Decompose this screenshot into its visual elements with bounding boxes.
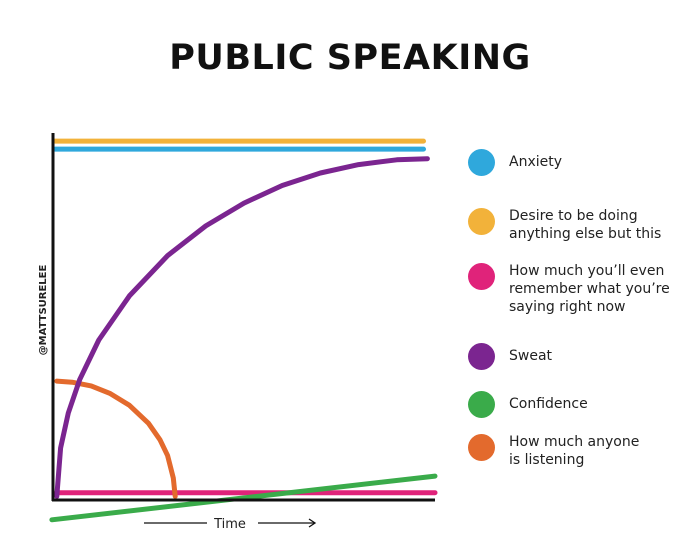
legend-item: How much you’ll even remember what you’r… [468, 263, 679, 316]
legend-label: Desire to be doing anything else but thi… [509, 208, 662, 242]
legend-swatch-icon [468, 434, 495, 461]
series-layer [49, 138, 438, 523]
legend-item: Confidence [468, 391, 679, 418]
legend-swatch-icon [468, 149, 495, 176]
x-axis-label: Time [213, 517, 246, 532]
legend-swatch-icon [468, 391, 495, 418]
watermark: @MATTSURELEE [38, 265, 49, 356]
legend-item: Anxiety [468, 149, 679, 176]
arrow-head-icon [308, 518, 317, 528]
legend-item: Sweat [468, 343, 679, 370]
legend-label: How much anyone is listening [509, 434, 640, 468]
series-line-5 [54, 378, 178, 499]
series-line-3 [54, 156, 430, 499]
legend-swatch-icon [468, 263, 495, 290]
chart-title: PUBLIC SPEAKING [169, 38, 531, 78]
legend-swatch-icon [468, 343, 495, 370]
legend-label: How much you’ll even remember what you’r… [509, 263, 670, 315]
legend-item: How much anyone is listening [468, 434, 679, 469]
legend-item: Desire to be doing anything else but thi… [468, 208, 679, 243]
legend-swatch-icon [468, 208, 495, 235]
legend-label: Confidence [509, 396, 588, 412]
legend-label: Anxiety [509, 154, 563, 170]
legend-label: Sweat [509, 348, 553, 364]
series-line-4 [49, 473, 438, 523]
